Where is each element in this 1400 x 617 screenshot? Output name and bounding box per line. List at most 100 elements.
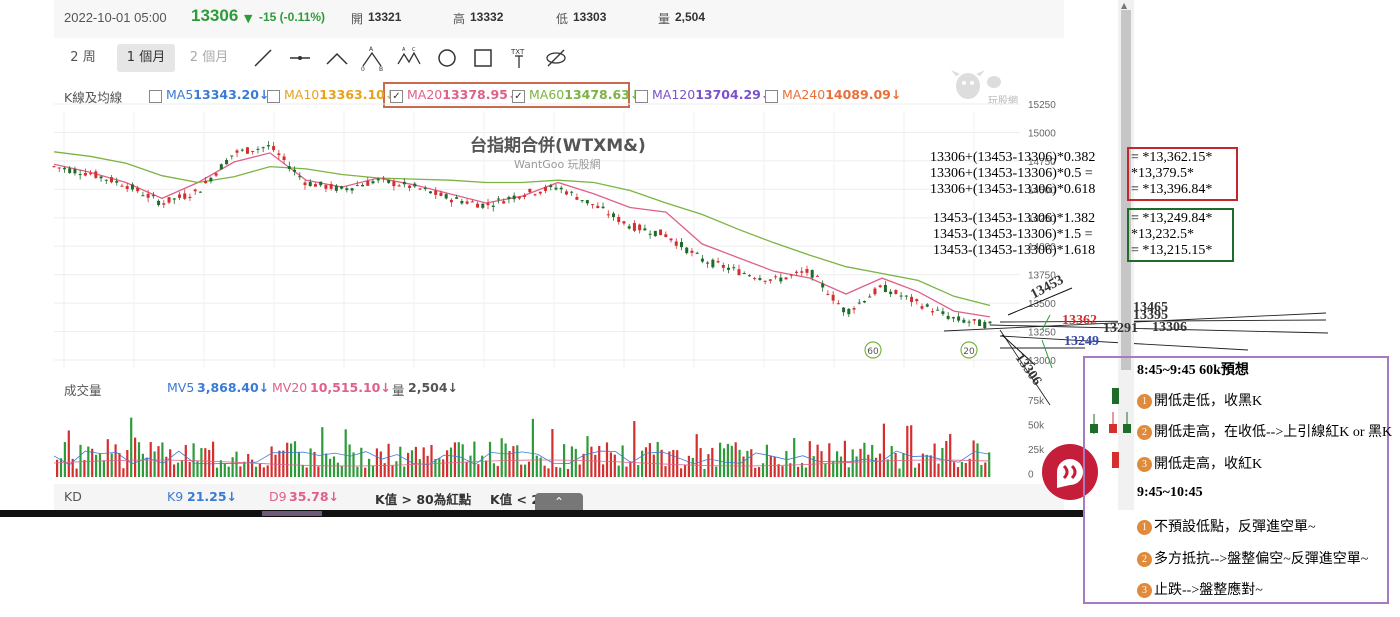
ma-checkbox-ma60[interactable]: ✓ (512, 90, 525, 103)
horizontal-line-tool-icon[interactable] (287, 44, 313, 72)
collapse-chevron-icon[interactable]: ⌃ (535, 493, 583, 511)
candle-body (836, 303, 840, 305)
volume-bar (91, 448, 94, 477)
volume-bar (808, 441, 811, 477)
quote-change: -15 (-0.11%) (259, 10, 326, 24)
candle-body (130, 184, 134, 190)
period-1m-button[interactable]: 1 個月 (117, 44, 175, 72)
volume-bar (882, 423, 885, 477)
candle-body (894, 289, 898, 294)
green-arrow-up (1041, 314, 1051, 331)
volume-bar (715, 466, 718, 477)
volume-bar (875, 457, 878, 477)
path-tool-icon[interactable] (324, 44, 350, 72)
volume-bar (828, 443, 831, 477)
volume-bar (566, 468, 570, 477)
chat-icon (1057, 459, 1083, 488)
volume-bar (290, 443, 293, 477)
svg-text:A: A (369, 46, 374, 53)
scrollbar-thumb[interactable] (1121, 10, 1131, 370)
volume-bar (227, 466, 230, 477)
volume-bar (251, 459, 254, 477)
candle-body (721, 264, 725, 268)
candle-body (659, 229, 663, 236)
abc-pattern-tool-icon[interactable]: A 0 B (360, 44, 386, 72)
logo-text: 玩股網 (988, 96, 1018, 107)
volume-bar (262, 467, 265, 477)
ma-checkbox-ma240[interactable] (765, 90, 778, 103)
candle-body (209, 177, 213, 182)
volume-bar (481, 455, 484, 477)
ma-highlight-frame (383, 82, 630, 108)
upper-shadow-red-candle-icon (1109, 424, 1117, 433)
fib-line-3b: = *13,396.84* (1131, 182, 1213, 197)
text-tool-icon[interactable]: TXT (506, 44, 532, 72)
candle-body (172, 198, 176, 200)
trendline-tool-icon[interactable] (250, 44, 276, 72)
candle-body (549, 185, 553, 188)
circle-tool-icon[interactable] (434, 44, 460, 72)
ma-checkbox-ma120[interactable] (635, 90, 648, 103)
level-13362: 13362 (1062, 313, 1097, 328)
chat-button[interactable] (1042, 444, 1098, 500)
low-label: 低 (556, 12, 569, 26)
candle-body (439, 192, 443, 196)
volume-bar (746, 450, 749, 477)
candle-body (251, 150, 255, 152)
candle-body (716, 261, 720, 263)
candle-body (585, 200, 589, 204)
volume-bar (79, 444, 82, 477)
mv20-line (53, 459, 991, 467)
candle-body (240, 149, 244, 151)
ma-label-ma10: MA1013363.10↓ (284, 87, 395, 102)
volume-bar (878, 453, 882, 477)
volume-bar (800, 462, 804, 477)
volume-bar (180, 459, 183, 477)
volume-bar (602, 464, 605, 477)
y-tick-label: 13750 (1028, 271, 1056, 282)
candle-body (789, 274, 793, 276)
volume-bar (305, 467, 308, 477)
ma-checkbox-ma20[interactable]: ✓ (390, 90, 403, 103)
ma-checkbox-ma5[interactable] (149, 90, 162, 103)
volume-bar (629, 461, 632, 477)
scroll-up-icon[interactable]: ▲ (1121, 1, 1128, 10)
candle-body (449, 199, 453, 203)
volume-bar (430, 444, 433, 477)
candle-body (690, 250, 694, 253)
volume-bar (734, 442, 737, 477)
period-2w-button[interactable]: 2 周 (70, 50, 96, 65)
volume-bar (769, 455, 772, 477)
candle-body (889, 291, 893, 295)
plan-scenario-2-text: 開低走高，在收低-->上引線紅K or 黑K (1154, 425, 1393, 440)
volume-bar (399, 446, 402, 477)
vol-row-value: 2,504↓ (408, 380, 459, 395)
taskbar-thumb (262, 511, 322, 516)
volume-bar (173, 464, 176, 477)
volume-bar (980, 465, 983, 477)
candle-body (700, 258, 704, 262)
hide-drawings-icon[interactable] (543, 44, 569, 72)
candle-body (460, 200, 464, 204)
candle-body (423, 188, 427, 190)
candle-body (151, 195, 155, 197)
ma-checkbox-ma10[interactable] (267, 90, 280, 103)
candle-body (564, 191, 568, 195)
level-13465: 13465 (1133, 300, 1168, 315)
taskbar-strip (0, 510, 1085, 517)
quote-datetime: 2022-10-01 05:00 (64, 10, 167, 25)
candle-body (230, 155, 234, 157)
candle-body (962, 319, 966, 323)
volume-bar (212, 441, 215, 477)
candle-body (277, 153, 281, 156)
volume-bar (75, 468, 78, 477)
candle-body (873, 288, 877, 295)
period-2m-button[interactable]: 2 個月 (189, 50, 229, 65)
rectangle-tool-icon[interactable] (470, 44, 496, 72)
candle-body (193, 189, 197, 192)
d9-value: 35.78↓ (289, 489, 340, 504)
quote-price: 13306 (191, 6, 239, 25)
candle-body (198, 191, 202, 193)
